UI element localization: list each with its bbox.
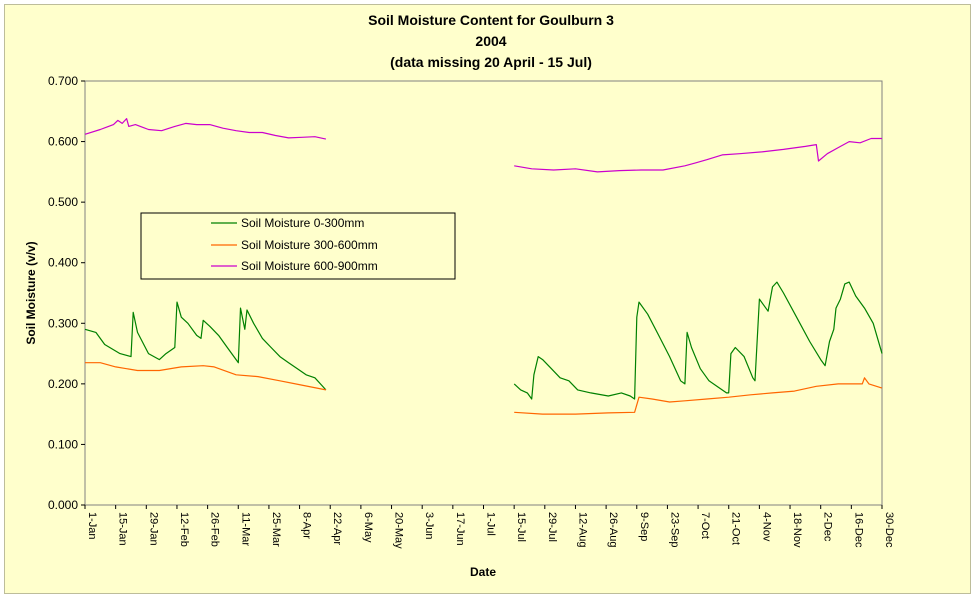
chart-title-line-2: 2004 <box>475 33 506 49</box>
series-line-2 <box>84 117 327 140</box>
series-line-1 <box>85 362 327 391</box>
x-tick-label: 23-Sep <box>668 512 680 547</box>
chart-area: Soil Moisture Content for Goulburn 3 200… <box>4 4 971 594</box>
x-tick-label: 15-Jan <box>117 512 129 546</box>
x-tick-label: 8-Apr <box>301 512 313 539</box>
y-axis: 0.000 0.100 0.200 0.300 0.400 0.500 0.600 0.700 <box>48 74 85 512</box>
y-tick-label: 0.700 <box>48 74 78 88</box>
legend: Soil Moisture 0-300mm Soil Moisture 300-… <box>140 212 456 280</box>
legend-label-600-900mm: Soil Moisture 600-900mm <box>241 259 378 273</box>
y-tick-label: 0.300 <box>48 316 78 330</box>
x-tick-label: 17-Jun <box>454 512 466 546</box>
x-tick-label: 12-Feb <box>178 512 190 547</box>
x-axis: 1-Jan 15-Jan 29-Jan 12-Feb 26-Feb 11-Mar 25-Ma… <box>84 505 895 549</box>
series-line-2 <box>514 137 882 173</box>
y-tick-label: 0.600 <box>48 135 78 149</box>
y-tick-label: 0.500 <box>48 195 78 209</box>
x-tick-label: 25-Mar <box>270 512 282 547</box>
x-tick-label: 26-Aug <box>607 512 619 547</box>
x-tick-label: 15-Jul <box>515 512 527 542</box>
x-tick-label: 2-Dec <box>822 512 834 542</box>
chart-svg: Soil Moisture Content for Goulburn 3 200… <box>24 12 895 579</box>
x-tick-label: 11-Mar <box>239 512 251 546</box>
x-tick-label: 29-Jan <box>147 512 159 546</box>
x-tick-label: 20-May <box>393 512 405 549</box>
x-tick-label: 29-Jul <box>546 512 558 542</box>
x-tick-label: 1-Jan <box>86 512 98 540</box>
x-axis-title: Date <box>470 565 496 579</box>
y-tick-label: 0.400 <box>48 256 78 270</box>
legend-label-300-600mm: Soil Moisture 300-600mm <box>241 238 378 252</box>
x-tick-label: 3-Jun <box>423 512 435 540</box>
legend-box <box>140 212 456 280</box>
series-line-0 <box>84 301 327 391</box>
y-axis-title: Soil Moisture (v/v) <box>24 241 38 344</box>
x-tick-label: 12-Aug <box>576 512 588 547</box>
chart-title-line-3: (data missing 20 April - 15 Jul) <box>390 54 592 70</box>
series-line-0 <box>513 281 883 400</box>
x-tick-label: 26-Feb <box>209 512 221 547</box>
x-tick-label: 6-May <box>362 512 374 543</box>
legend-label-0-300mm: Soil Moisture 0-300mm <box>241 216 364 230</box>
plot-area <box>84 80 883 506</box>
y-tick-label: 0.100 <box>48 437 78 451</box>
y-tick-label: 0.000 <box>48 498 78 512</box>
series-line-1 <box>514 377 883 415</box>
x-tick-label: 9-Sep <box>638 512 650 541</box>
x-tick-label: 1-Jul <box>485 512 497 536</box>
x-tick-label: 7-Oct <box>699 512 711 539</box>
x-tick-label: 18-Nov <box>791 512 803 548</box>
x-tick-label: 16-Dec <box>852 512 864 548</box>
x-tick-label: 4-Nov <box>760 512 772 542</box>
x-tick-label: 21-Oct <box>730 512 742 545</box>
chart-title-line-1: Soil Moisture Content for Goulburn 3 <box>368 12 614 28</box>
y-tick-label: 0.200 <box>48 377 78 391</box>
x-tick-label: 30-Dec <box>883 512 895 548</box>
series-lines <box>84 117 883 415</box>
x-tick-label: 22-Apr <box>331 512 343 545</box>
